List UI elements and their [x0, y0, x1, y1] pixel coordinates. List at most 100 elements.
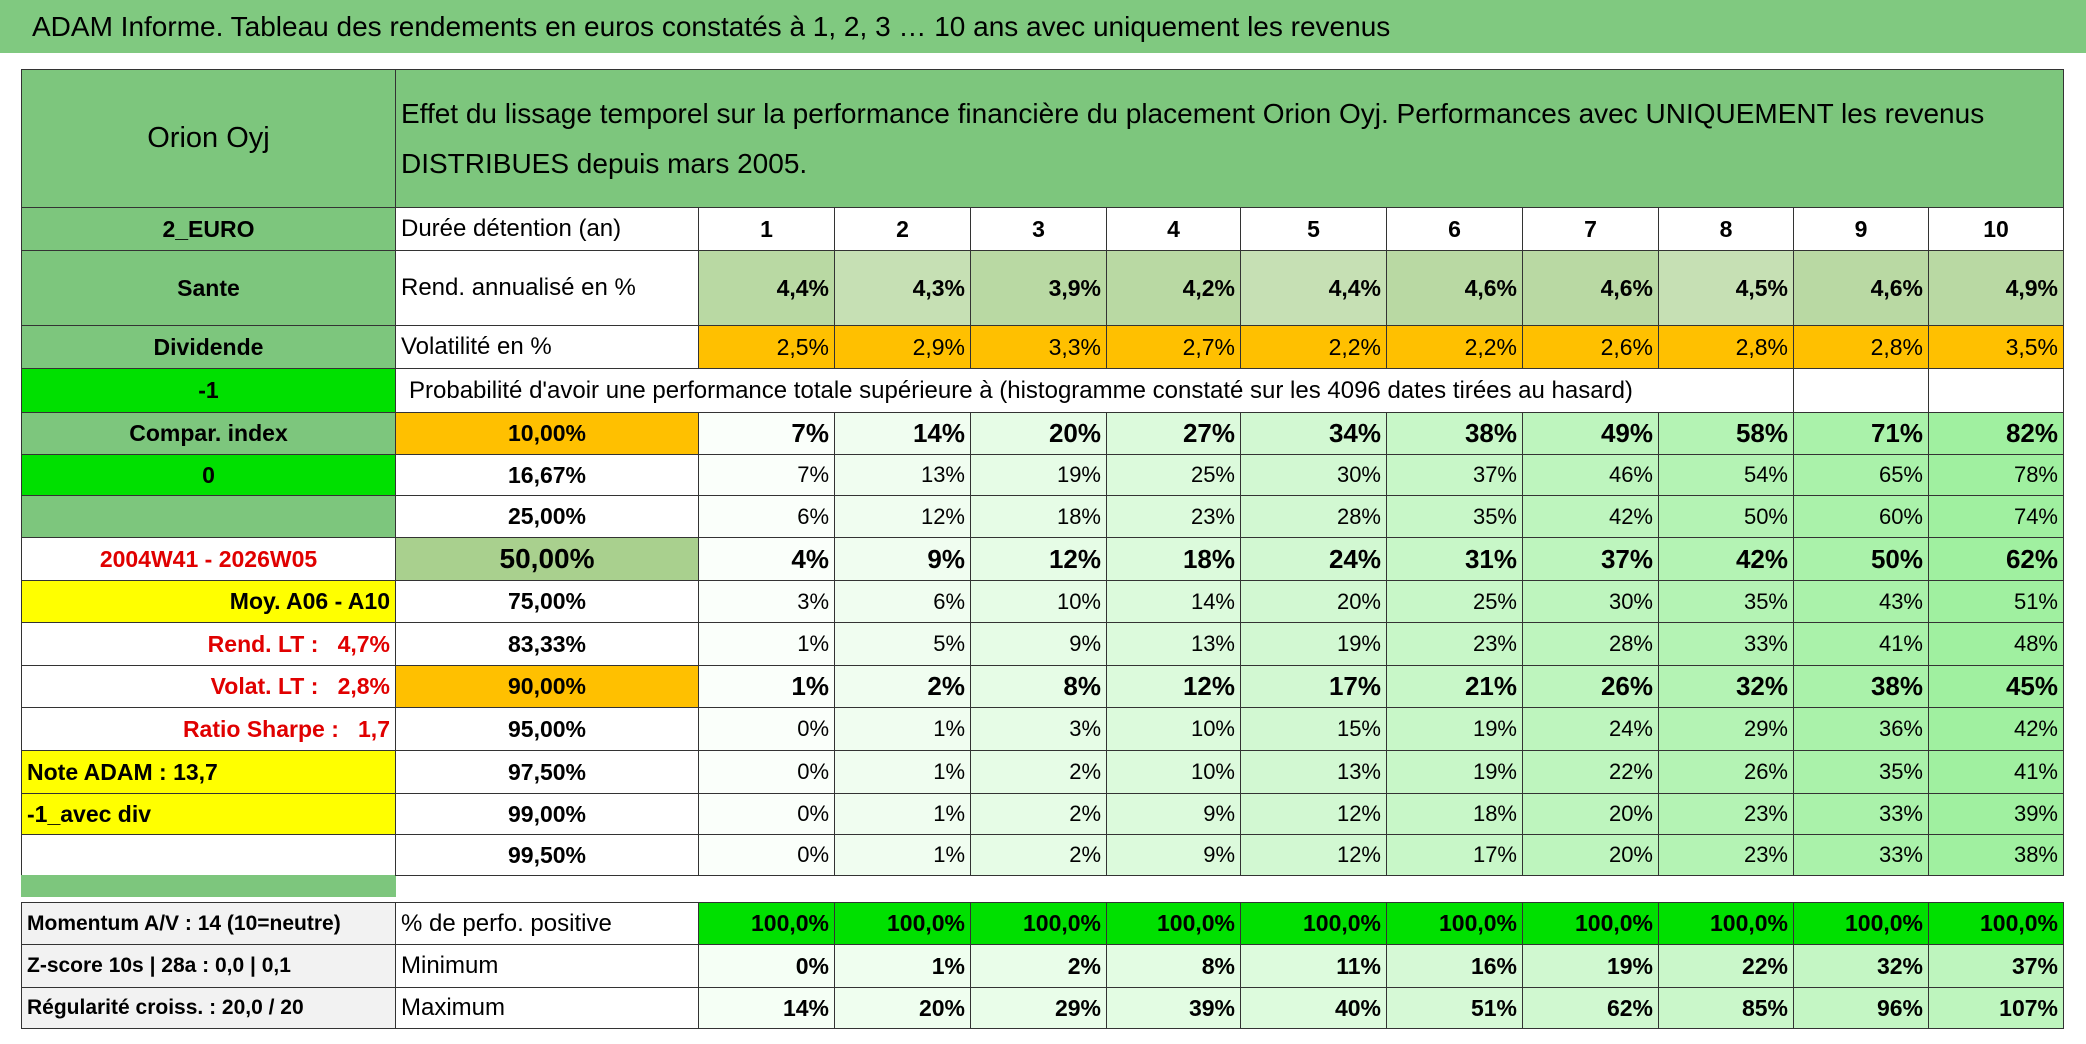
probability: 28% — [1522, 622, 1659, 666]
value: 2,2% — [1240, 325, 1387, 369]
probability: 33% — [1793, 834, 1929, 876]
probability: 36% — [1793, 707, 1929, 751]
probability-title: Probabilité d'avoir une performance tota… — [409, 376, 1633, 404]
threshold: 25,00% — [395, 495, 699, 538]
stat: 39% — [1106, 987, 1241, 1029]
probability: 12% — [970, 537, 1107, 581]
side-label: 2004W41 - 2026W05 — [21, 537, 396, 581]
value: 4,5% — [1658, 250, 1794, 326]
probability: 32% — [1658, 665, 1794, 708]
value: 4,6% — [1522, 250, 1659, 326]
stat: 100,0% — [1658, 902, 1794, 945]
empty — [1928, 368, 2064, 413]
probability: 37% — [1386, 454, 1523, 496]
probability: 17% — [1386, 834, 1523, 876]
probability: 15% — [1240, 707, 1387, 751]
title-bar: ADAM Informe. Tableau des rendements en … — [0, 0, 2086, 53]
probability: 27% — [1106, 412, 1241, 455]
probability: 20% — [1240, 580, 1387, 623]
stat: 100,0% — [1240, 902, 1387, 945]
value: 7 — [1522, 207, 1659, 251]
side-label: Note ADAM : 13,7 — [21, 750, 396, 794]
probability: 18% — [1106, 537, 1241, 581]
row-label: Minimum — [395, 944, 699, 988]
probability: 17% — [1240, 665, 1387, 708]
stat: 29% — [970, 987, 1107, 1029]
row-label: % de perfo. positive — [395, 902, 699, 945]
probability: 3% — [698, 580, 835, 623]
probability: 19% — [1240, 622, 1387, 666]
probability: 13% — [834, 454, 971, 496]
probability: 20% — [1522, 793, 1659, 835]
threshold: 50,00% — [395, 537, 699, 581]
value: 4,4% — [698, 250, 835, 326]
value: 3,5% — [1928, 325, 2064, 369]
stat: 100,0% — [698, 902, 835, 945]
probability: 37% — [1522, 537, 1659, 581]
value: 1 — [698, 207, 835, 251]
probability: 7% — [698, 412, 835, 455]
row-label: Volatilité en % — [395, 325, 699, 369]
probability: 42% — [1658, 537, 1794, 581]
probability: 42% — [1928, 707, 2064, 751]
asset-name: Orion Oyj — [21, 69, 396, 208]
probability: 60% — [1793, 495, 1929, 538]
stat: 100,0% — [834, 902, 971, 945]
probability: 38% — [1793, 665, 1929, 708]
threshold: 97,50% — [395, 750, 699, 794]
side-label: Sante — [21, 250, 396, 326]
probability: 23% — [1658, 793, 1794, 835]
side-label: Momentum A/V : 14 (10=neutre) — [21, 902, 396, 945]
probability: 30% — [1522, 580, 1659, 623]
probability: 49% — [1522, 412, 1659, 455]
probability: 45% — [1928, 665, 2064, 708]
value: 2,2% — [1386, 325, 1523, 369]
probability: 41% — [1928, 750, 2064, 794]
stat: 19% — [1522, 944, 1659, 988]
probability: 20% — [970, 412, 1107, 455]
probability: 23% — [1386, 622, 1523, 666]
stat: 20% — [834, 987, 971, 1029]
stat: 11% — [1240, 944, 1387, 988]
probability: 29% — [1658, 707, 1794, 751]
value: 10 — [1928, 207, 2064, 251]
empty — [1793, 368, 1929, 413]
probability: 22% — [1522, 750, 1659, 794]
probability: 24% — [1522, 707, 1659, 751]
probability: 10% — [1106, 707, 1241, 751]
probability: 9% — [1106, 793, 1241, 835]
probability: 9% — [1106, 834, 1241, 876]
probability: 0% — [698, 707, 835, 751]
stat: 100,0% — [1386, 902, 1523, 945]
probability: 9% — [970, 622, 1107, 666]
probability: 18% — [1386, 793, 1523, 835]
threshold: 83,33% — [395, 622, 699, 666]
stat: 0% — [698, 944, 835, 988]
stat: 107% — [1928, 987, 2064, 1029]
probability: 50% — [1793, 537, 1929, 581]
probability: 0% — [698, 834, 835, 876]
probability: 1% — [698, 622, 835, 666]
probability: 2% — [970, 750, 1107, 794]
probability: 23% — [1658, 834, 1794, 876]
side-empty — [21, 495, 396, 538]
stat: 22% — [1658, 944, 1794, 988]
probability: 24% — [1240, 537, 1387, 581]
probability: 48% — [1928, 622, 2064, 666]
side-label: Compar. index — [21, 412, 396, 455]
probability: 5% — [834, 622, 971, 666]
value: 2 — [834, 207, 971, 251]
threshold: 99,50% — [395, 834, 699, 876]
stat: 14% — [698, 987, 835, 1029]
probability: 74% — [1928, 495, 2064, 538]
probability: 26% — [1522, 665, 1659, 708]
probability: 58% — [1658, 412, 1794, 455]
probability: 19% — [970, 454, 1107, 496]
value: 3,9% — [970, 250, 1107, 326]
row-label: Maximum — [395, 987, 699, 1029]
probability: 38% — [1928, 834, 2064, 876]
probability: 50% — [1658, 495, 1794, 538]
value: 4,9% — [1928, 250, 2064, 326]
probability: 35% — [1658, 580, 1794, 623]
